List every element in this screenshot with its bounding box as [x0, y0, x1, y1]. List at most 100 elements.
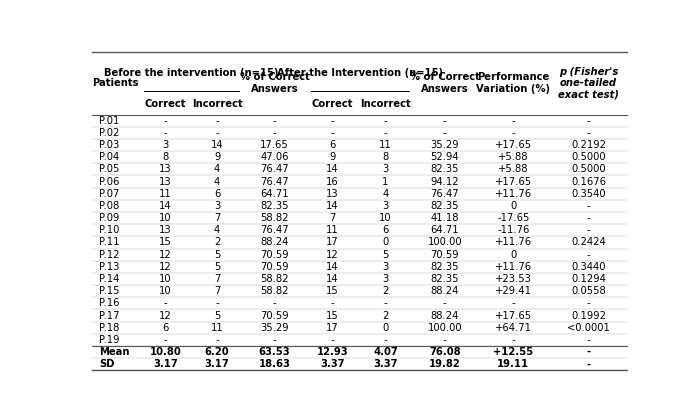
Text: 0: 0 — [510, 250, 517, 260]
Text: -: - — [215, 116, 219, 126]
Text: P.01: P.01 — [99, 116, 119, 126]
Text: 13: 13 — [159, 176, 172, 186]
Text: 0.1992: 0.1992 — [571, 311, 606, 321]
Text: Correct: Correct — [144, 99, 186, 109]
Text: Performance
Variation (%): Performance Variation (%) — [476, 72, 550, 94]
Text: -: - — [587, 225, 591, 235]
Text: P.17: P.17 — [99, 311, 119, 321]
Text: 3: 3 — [383, 274, 389, 284]
Text: -: - — [273, 128, 276, 138]
Text: -: - — [384, 335, 387, 345]
Text: -: - — [384, 128, 387, 138]
Text: -17.65: -17.65 — [497, 213, 530, 223]
Text: P.10: P.10 — [99, 225, 119, 235]
Text: +23.53: +23.53 — [495, 274, 532, 284]
Text: 3: 3 — [383, 201, 389, 211]
Text: 76.47: 76.47 — [431, 189, 459, 199]
Text: P.08: P.08 — [99, 201, 119, 211]
Text: 14: 14 — [326, 164, 339, 174]
Text: P.02: P.02 — [99, 128, 119, 138]
Text: 70.59: 70.59 — [260, 250, 289, 260]
Text: +17.65: +17.65 — [495, 311, 532, 321]
Text: P.05: P.05 — [99, 164, 119, 174]
Text: 2: 2 — [214, 237, 221, 247]
Text: 0: 0 — [383, 237, 389, 247]
Text: 35.29: 35.29 — [260, 323, 289, 333]
Text: 0.0558: 0.0558 — [571, 286, 606, 296]
Text: P.18: P.18 — [99, 323, 119, 333]
Text: -: - — [215, 335, 219, 345]
Text: -: - — [586, 347, 591, 357]
Text: 82.35: 82.35 — [431, 201, 459, 211]
Text: 13: 13 — [326, 189, 339, 199]
Text: P.19: P.19 — [99, 335, 119, 345]
Text: P.04: P.04 — [99, 152, 119, 162]
Text: -: - — [512, 116, 515, 126]
Text: P.11: P.11 — [99, 237, 119, 247]
Text: 0.2424: 0.2424 — [571, 237, 606, 247]
Text: 10: 10 — [159, 286, 172, 296]
Text: 70.59: 70.59 — [260, 262, 289, 272]
Text: -: - — [443, 335, 447, 345]
Text: +5.88: +5.88 — [498, 164, 528, 174]
Text: 5: 5 — [214, 311, 221, 321]
Text: 15: 15 — [326, 311, 339, 321]
Text: 16: 16 — [326, 176, 339, 186]
Text: +17.65: +17.65 — [495, 176, 532, 186]
Text: 0.1294: 0.1294 — [571, 274, 606, 284]
Text: -: - — [384, 116, 387, 126]
Text: 3.37: 3.37 — [373, 359, 398, 370]
Text: 19.82: 19.82 — [429, 359, 461, 370]
Text: +5.88: +5.88 — [498, 152, 528, 162]
Text: -: - — [273, 116, 276, 126]
Text: 6: 6 — [214, 189, 221, 199]
Text: +11.76: +11.76 — [495, 237, 532, 247]
Text: 76.08: 76.08 — [429, 347, 461, 357]
Text: % of Correct
Answers: % of Correct Answers — [410, 72, 480, 94]
Text: 14: 14 — [326, 274, 339, 284]
Text: -: - — [587, 213, 591, 223]
Text: 88.24: 88.24 — [431, 286, 459, 296]
Text: -: - — [512, 128, 515, 138]
Text: P.12: P.12 — [99, 250, 119, 260]
Text: 14: 14 — [159, 201, 172, 211]
Text: 6: 6 — [383, 225, 389, 235]
Text: Mean: Mean — [99, 347, 129, 357]
Text: 12: 12 — [326, 250, 339, 260]
Text: 0.5000: 0.5000 — [572, 164, 606, 174]
Text: P.15: P.15 — [99, 286, 119, 296]
Text: -: - — [587, 335, 591, 345]
Text: p (Fisher's
one-tailed
exact test): p (Fisher's one-tailed exact test) — [558, 66, 619, 100]
Text: 47.06: 47.06 — [260, 152, 289, 162]
Text: 14: 14 — [211, 140, 223, 150]
Text: P.13: P.13 — [99, 262, 119, 272]
Text: 17: 17 — [326, 237, 339, 247]
Text: -: - — [384, 298, 387, 308]
Text: 13: 13 — [159, 164, 172, 174]
Text: -: - — [587, 128, 591, 138]
Text: -: - — [443, 116, 447, 126]
Text: 70.59: 70.59 — [431, 250, 459, 260]
Text: % of Correct
Answers: % of Correct Answers — [239, 72, 310, 94]
Text: 4: 4 — [214, 225, 221, 235]
Text: 4.07: 4.07 — [373, 347, 398, 357]
Text: 10.80: 10.80 — [149, 347, 181, 357]
Text: 10: 10 — [379, 213, 392, 223]
Text: P.09: P.09 — [99, 213, 119, 223]
Text: 7: 7 — [214, 286, 221, 296]
Text: 4: 4 — [214, 176, 221, 186]
Text: 7: 7 — [329, 213, 336, 223]
Text: 0.1676: 0.1676 — [571, 176, 606, 186]
Text: -: - — [164, 298, 168, 308]
Text: -: - — [587, 201, 591, 211]
Text: -: - — [587, 116, 591, 126]
Text: -: - — [586, 359, 591, 370]
Text: 1: 1 — [383, 176, 389, 186]
Text: 70.59: 70.59 — [260, 311, 289, 321]
Text: 17: 17 — [326, 323, 339, 333]
Text: 13: 13 — [159, 225, 172, 235]
Text: 9: 9 — [329, 152, 336, 162]
Text: 3: 3 — [163, 140, 169, 150]
Text: 12.93: 12.93 — [316, 347, 348, 357]
Text: 7: 7 — [214, 274, 221, 284]
